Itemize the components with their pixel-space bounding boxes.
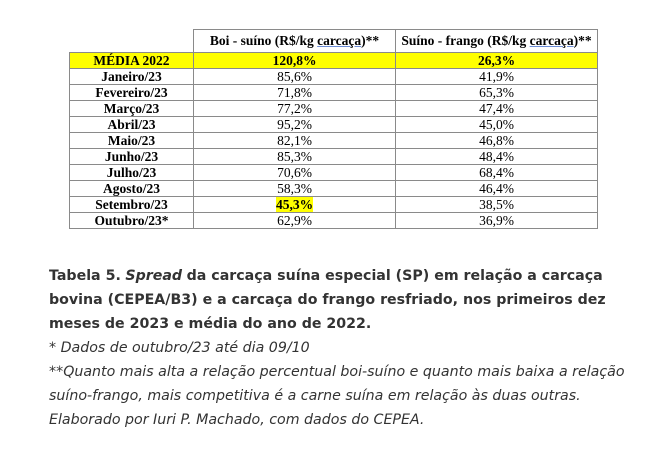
caption-title-paragraph: Tabela 5. Spread da carcaça suína especi… [49,264,649,336]
boi-suino-cell: 62,9% [193,212,396,229]
table-row: Fevereiro/23 71,8% 65,3% [69,84,598,101]
caption-spread-term: Spread [125,268,183,284]
suino-frango-cell: 46,8% [395,132,598,149]
table-row: Junho/23 85,3% 48,4% [69,148,598,165]
suino-frango-cell: 47,4% [395,100,598,117]
month-cell: Setembro/23 [69,196,194,213]
table-row: Outubro/23* 62,9% 36,9% [69,212,598,229]
average-boi-suino: 120,8% [193,52,396,69]
suino-frango-cell: 48,4% [395,148,598,165]
boi-suino-cell: 71,8% [193,84,396,101]
header-suino-frango: Suíno - frango (R$/kg carcaça)** [395,29,598,53]
month-cell: Junho/23 [69,148,194,165]
boi-suino-cell: 45,3% [193,196,396,213]
footnote-october: * Dados de outubro/23 até dia 09/10 [49,340,310,356]
suino-frango-cell: 65,3% [395,84,598,101]
table-row: Agosto/23 58,3% 46,4% [69,180,598,197]
boi-suino-cell: 85,6% [193,68,396,85]
table-row: Julho/23 70,6% 68,4% [69,164,598,181]
boi-suino-cell: 58,3% [193,180,396,197]
boi-suino-cell: 85,3% [193,148,396,165]
month-cell: Agosto/23 [69,180,194,197]
header-empty-cell [69,29,194,53]
table-row: Janeiro/23 85,6% 41,9% [69,68,598,85]
suino-frango-cell: 68,4% [395,164,598,181]
month-cell: Maio/23 [69,132,194,149]
month-cell: Março/23 [69,100,194,117]
table-row: Março/23 77,2% 47,4% [69,100,598,117]
average-suino-frango: 26,3% [395,52,598,69]
footnote-competitiveness: **Quanto mais alta a relação percentual … [49,364,625,404]
average-row: MÉDIA 2022 120,8% 26,3% [69,52,598,69]
boi-suino-cell: 70,6% [193,164,396,181]
table-row: Maio/23 82,1% 46,8% [69,132,598,149]
table-row: Setembro/23 45,3% 38,5% [69,196,598,213]
spread-table: Boi - suíno (R$/kg carcaça)** Suíno - fr… [69,29,598,229]
caption-text: da carcaça suína especial (SP) em relaçã… [49,268,606,332]
average-label: MÉDIA 2022 [69,52,194,69]
suino-frango-cell: 36,9% [395,212,598,229]
month-cell: Abril/23 [69,116,194,133]
suino-frango-cell: 46,4% [395,180,598,197]
suino-frango-cell: 38,5% [395,196,598,213]
header-boi-suino: Boi - suíno (R$/kg carcaça)** [193,29,396,53]
boi-suino-cell: 95,2% [193,116,396,133]
boi-suino-cell: 82,1% [193,132,396,149]
suino-frango-cell: 45,0% [395,116,598,133]
month-cell: Janeiro/23 [69,68,194,85]
suino-frango-cell: 41,9% [395,68,598,85]
table-header-row: Boi - suíno (R$/kg carcaça)** Suíno - fr… [69,29,598,53]
boi-suino-cell: 77,2% [193,100,396,117]
credit-line: Elaborado por Iuri P. Machado, com dados… [49,412,425,428]
month-cell: Fevereiro/23 [69,84,194,101]
month-cell: Outubro/23* [69,212,194,229]
spread-table-container: Boi - suíno (R$/kg carcaça)** Suíno - fr… [69,29,598,229]
highlighted-value: 45,3% [275,197,314,212]
table-caption: Tabela 5. Spread da carcaça suína especi… [49,264,649,432]
caption-label: Tabela 5. [49,268,121,284]
month-cell: Julho/23 [69,164,194,181]
table-row: Abril/23 95,2% 45,0% [69,116,598,133]
